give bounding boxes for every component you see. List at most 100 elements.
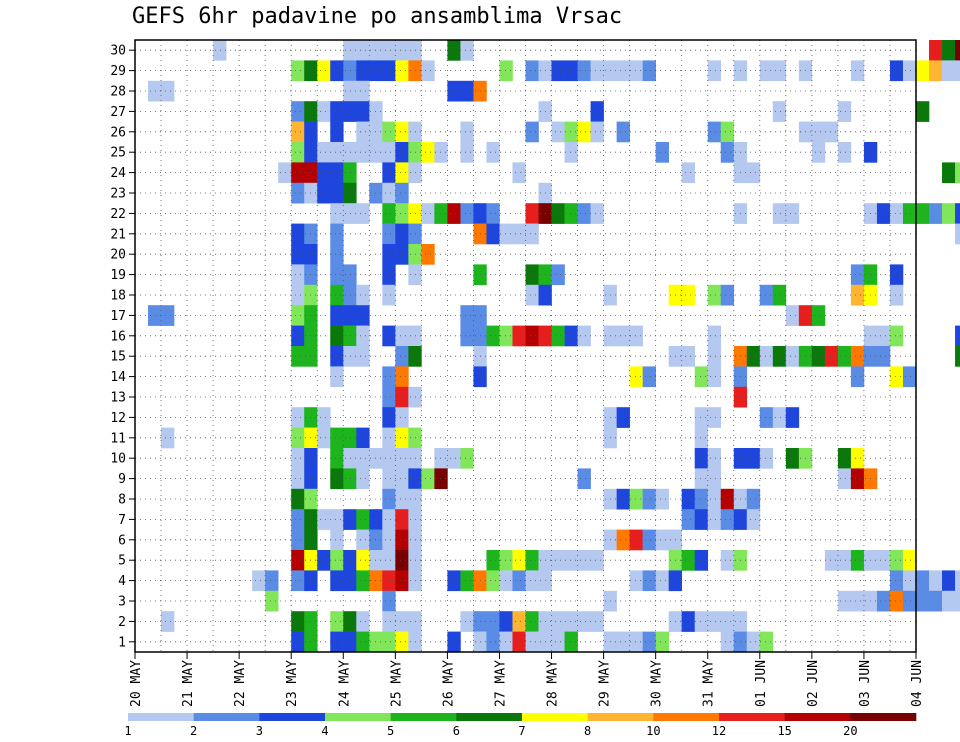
heatmap-cell — [330, 264, 344, 286]
heatmap-cell — [785, 407, 800, 428]
heatmap-cell — [720, 121, 735, 143]
heatmap-cell — [291, 529, 305, 551]
heatmap-cell — [694, 509, 709, 530]
heatmap-cell — [356, 346, 370, 367]
heatmap-cell — [395, 611, 409, 632]
heatmap-cell — [382, 121, 396, 143]
heatmap-cell — [642, 570, 656, 592]
heatmap-cell — [876, 325, 891, 347]
heatmap-cell — [356, 60, 370, 82]
heatmap-cell — [955, 325, 960, 347]
heatmap-cell — [824, 121, 839, 143]
heatmap-cell — [330, 101, 344, 122]
heatmap-cell — [330, 182, 344, 204]
heatmap-cell — [395, 223, 409, 245]
y-tick-label: 29 — [110, 64, 126, 79]
heatmap-cell — [291, 121, 305, 143]
heatmap-cell — [772, 101, 787, 122]
heatmap-cell — [395, 529, 409, 551]
heatmap-cell — [434, 203, 448, 224]
heatmap-cell — [551, 325, 565, 347]
heatmap-cell — [889, 550, 904, 571]
heatmap-cell — [291, 305, 305, 326]
x-tick-label: 29 MAY — [598, 660, 613, 707]
heatmap-cell — [577, 550, 591, 571]
heatmap-cell — [291, 550, 305, 571]
heatmap-cell — [330, 203, 344, 224]
heatmap-cell — [850, 264, 865, 286]
heatmap-cell — [707, 448, 722, 469]
heatmap-cell — [577, 468, 591, 490]
y-tick-label: 14 — [110, 370, 126, 385]
heatmap-cell — [942, 162, 956, 184]
heatmap-cell — [955, 162, 960, 184]
heatmap-cell — [291, 468, 305, 490]
y-tick-label: 11 — [110, 431, 126, 446]
heatmap-cell — [356, 631, 370, 653]
x-tick-label: 23 MAY — [285, 660, 300, 707]
heatmap-cell — [330, 529, 344, 551]
heatmap-cell — [395, 407, 409, 428]
heatmap-cell — [916, 60, 930, 82]
heatmap-cell — [694, 468, 709, 490]
y-tick-label: 26 — [110, 125, 126, 140]
heatmap-cell — [759, 284, 774, 306]
legend-label: 4 — [321, 724, 328, 738]
heatmap-cell — [343, 182, 357, 204]
heatmap-cell — [395, 570, 409, 592]
heatmap-cell — [343, 142, 357, 163]
heatmap-cell — [330, 550, 344, 571]
heatmap-cell — [382, 570, 396, 592]
legend-swatch — [456, 713, 523, 721]
heatmap-cell — [356, 611, 370, 632]
heatmap-cell — [356, 550, 370, 571]
heatmap-cell — [694, 448, 709, 469]
heatmap-cell — [395, 550, 409, 571]
heatmap-cell — [343, 468, 357, 490]
heatmap-cell — [642, 529, 656, 551]
heatmap-cell — [720, 611, 735, 632]
heatmap-cell — [330, 284, 344, 306]
heatmap-cell — [382, 488, 396, 510]
heatmap-cell — [330, 142, 344, 163]
heatmap-cell — [616, 407, 630, 428]
heatmap-cell — [929, 590, 943, 612]
heatmap-cell — [564, 550, 578, 571]
heatmap-cell — [616, 529, 630, 551]
heatmap-cell — [746, 346, 761, 367]
heatmap-cell — [395, 325, 409, 347]
heatmap-cell — [395, 386, 409, 408]
heatmap-cell — [837, 468, 852, 490]
legend-label: 2 — [190, 724, 197, 738]
heatmap-cell — [837, 101, 852, 122]
heatmap-cell — [889, 284, 904, 306]
heatmap-cell — [382, 427, 396, 449]
heatmap-cell — [772, 407, 787, 428]
heatmap-cell — [291, 346, 305, 367]
heatmap-cell — [720, 509, 735, 530]
legend-label: 20 — [843, 724, 857, 738]
heatmap-cell — [330, 631, 344, 653]
heatmap-cell — [590, 101, 604, 122]
heatmap-cell — [343, 448, 357, 469]
heatmap-cell — [525, 570, 539, 592]
heatmap-cell — [577, 121, 591, 143]
heatmap-cell — [460, 611, 474, 632]
heatmap-cell — [694, 611, 709, 632]
heatmap-cell — [434, 448, 448, 469]
heatmap-cell — [343, 427, 357, 449]
heatmap-cell — [382, 223, 396, 245]
heatmap-cell — [707, 366, 722, 388]
heatmap-cell — [291, 509, 305, 530]
y-tick-label: 23 — [110, 187, 126, 202]
y-tick-label: 9 — [118, 472, 126, 487]
heatmap-cell — [395, 162, 409, 184]
heatmap-cell — [291, 182, 305, 204]
heatmap-cell — [395, 468, 409, 490]
heatmap-cell — [785, 203, 800, 224]
heatmap-cell — [486, 223, 500, 245]
heatmap-cell — [525, 325, 539, 347]
heatmap-cell — [772, 346, 787, 367]
heatmap-cell — [460, 142, 474, 163]
heatmap-cell — [616, 325, 630, 347]
